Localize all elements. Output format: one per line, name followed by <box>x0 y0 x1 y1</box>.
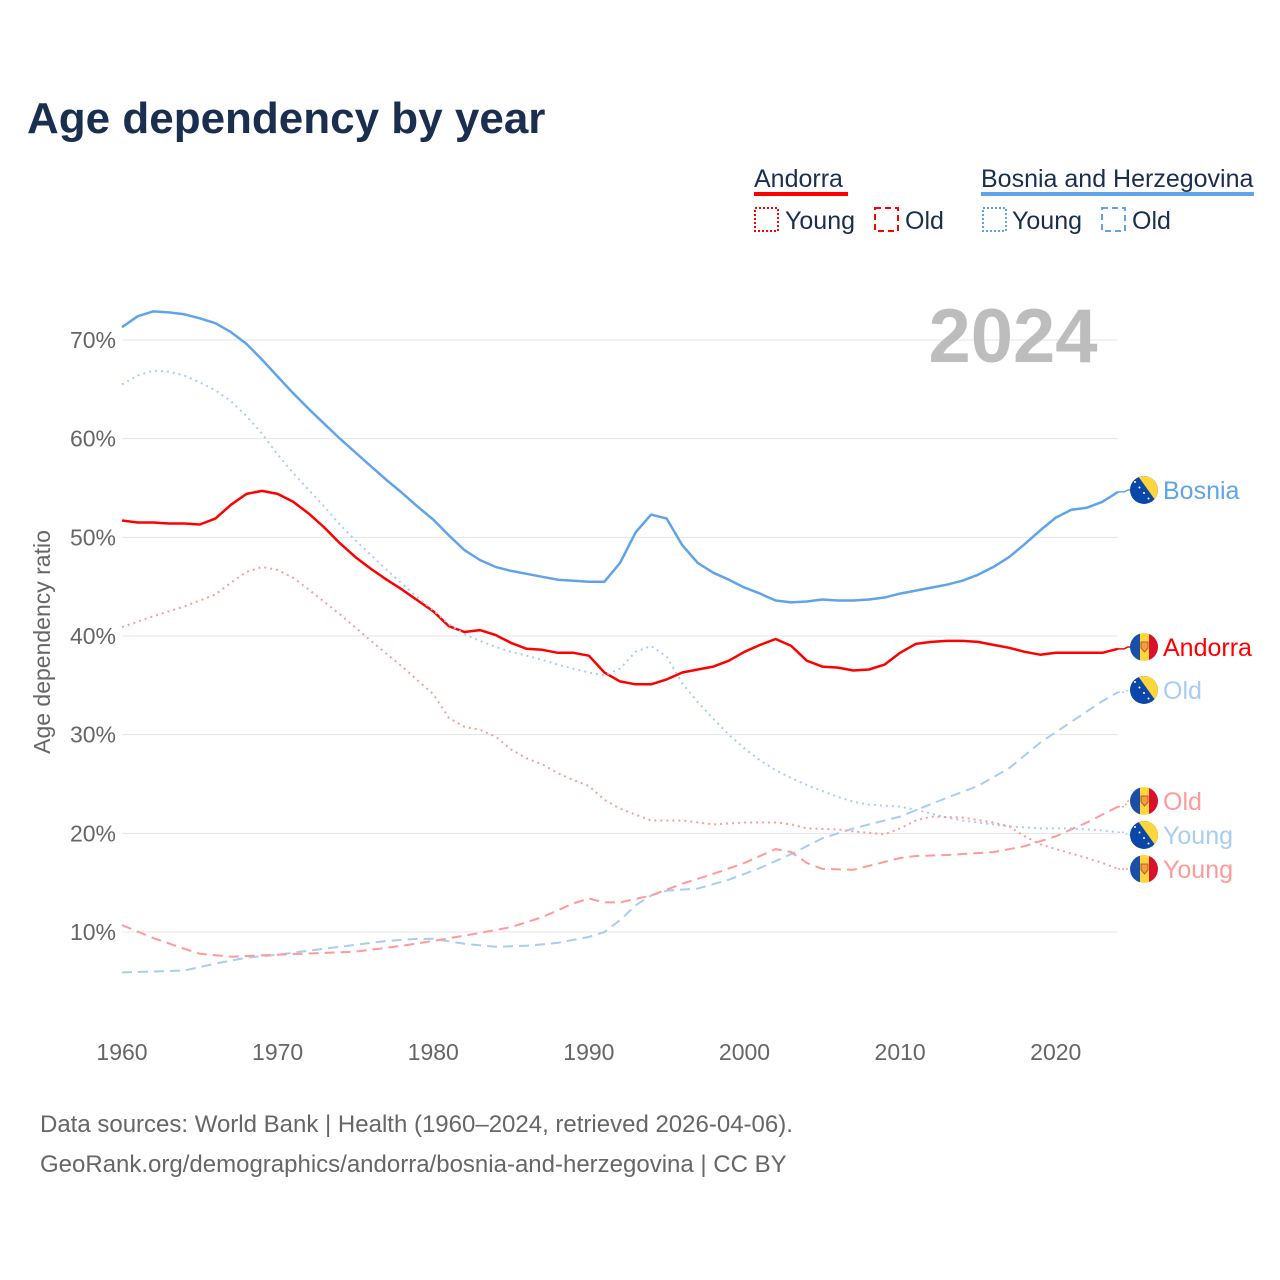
series-line-and-total[interactable] <box>121 489 1119 686</box>
end-label-and-old: Old <box>1163 788 1202 816</box>
legend-andorra-young: Young <box>785 207 855 235</box>
label-connector <box>1118 831 1130 836</box>
x-tick-label: 2020 <box>1030 1039 1081 1065</box>
series-line-bih-young[interactable] <box>121 369 1119 834</box>
end-label-and-young: Young <box>1163 856 1233 884</box>
legend: Andorra Young Old Bosnia and Herzegovina… <box>754 165 1254 235</box>
y-axis-ticks: 10% 20% 30% 40% 50% 60% 70% <box>70 327 116 945</box>
end-label-bih-old: Old <box>1163 677 1202 705</box>
x-tick-label: 1970 <box>252 1039 303 1065</box>
y-tick-label: 40% <box>70 623 116 649</box>
bosnia-flag-icon <box>1130 821 1158 849</box>
legend-bosnia-young: Young <box>1012 207 1082 235</box>
end-labels: Bosnia Andorra Old Old Young Young <box>1118 476 1252 884</box>
y-tick-label: 60% <box>70 426 116 452</box>
x-tick-label: 2010 <box>875 1039 926 1065</box>
end-label-and-total: Andorra <box>1163 634 1252 662</box>
andorra-flag-icon <box>1130 787 1158 815</box>
x-axis-ticks: 1960 1970 1980 1990 2000 2010 2020 <box>96 1039 1081 1065</box>
series-line-bih-old[interactable] <box>121 691 1119 974</box>
y-tick-label: 50% <box>70 524 116 550</box>
series-lines <box>121 310 1119 974</box>
y-tick-label: 30% <box>70 722 116 748</box>
legend-andorra-old-swatch <box>874 207 899 232</box>
legend-andorra-old: Old <box>905 207 944 235</box>
legend-bosnia-label: Bosnia and Herzegovina <box>981 165 1253 193</box>
bosnia-flag-icon <box>1130 676 1158 704</box>
bosnia-flag-icon <box>1130 476 1158 504</box>
label-connector <box>1118 800 1130 808</box>
y-tick-label: 10% <box>70 919 116 945</box>
andorra-flag-icon <box>1130 633 1158 661</box>
y-axis-label: Age dependency ratio <box>29 530 55 754</box>
x-tick-label: 1960 <box>96 1039 147 1065</box>
label-connector <box>1118 646 1130 650</box>
legend-bosnia-underline <box>981 192 1254 196</box>
x-tick-label: 2000 <box>719 1039 770 1065</box>
x-tick-label: 1980 <box>408 1039 459 1065</box>
source-url[interactable]: GeoRank.org/demographics/andorra/bosnia-… <box>40 1151 787 1178</box>
y-tick-label: 20% <box>70 820 116 846</box>
label-connector <box>1118 489 1130 493</box>
legend-group-andorra[interactable]: Andorra Young Old <box>754 165 944 235</box>
andorra-flag-icon <box>1130 855 1158 883</box>
series-line-bih-total[interactable] <box>121 310 1119 604</box>
x-tick-label: 1990 <box>563 1039 614 1065</box>
chart-title: Age dependency by year <box>27 94 545 143</box>
end-label-bih-total: Bosnia <box>1163 477 1240 505</box>
y-tick-label: 70% <box>70 327 116 353</box>
legend-bosnia-old-swatch <box>1101 207 1126 232</box>
legend-andorra-label: Andorra <box>754 165 843 193</box>
legend-andorra-young-swatch <box>754 207 779 232</box>
source-line: Data sources: World Bank | Health (1960–… <box>40 1111 793 1138</box>
series-line-and-young[interactable] <box>121 565 1119 870</box>
legend-bosnia-old: Old <box>1132 207 1171 235</box>
legend-bosnia-young-swatch <box>982 207 1007 232</box>
legend-group-bosnia[interactable]: Bosnia and Herzegovina Young Old <box>981 165 1254 235</box>
legend-andorra-underline <box>754 192 848 196</box>
series-line-and-old[interactable] <box>121 805 1119 958</box>
end-label-bih-young: Young <box>1163 822 1233 850</box>
current-year-label: 2024 <box>928 294 1097 379</box>
gridlines <box>122 339 1118 933</box>
label-connector <box>1118 689 1130 693</box>
